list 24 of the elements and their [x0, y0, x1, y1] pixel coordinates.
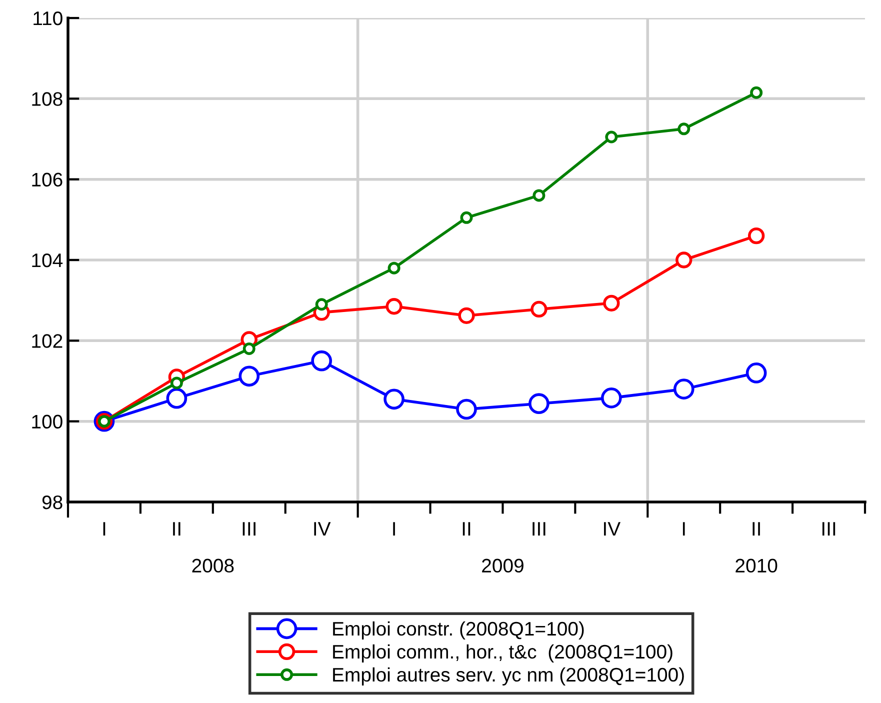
y-tick-label: 108 — [32, 92, 62, 106]
text: 2010 — [736, 558, 778, 573]
x-tick-label: II — [462, 522, 470, 536]
x-tick-label: II — [752, 522, 760, 536]
y-tick-label: 106 — [32, 172, 62, 187]
y-tick-label: 100 — [32, 414, 62, 429]
y-tick-label: 104 — [32, 253, 63, 268]
x-tick-label: III — [822, 522, 836, 536]
x-tick-label: III — [532, 522, 546, 536]
y-tick-label: 110 — [34, 11, 62, 26]
y-tick-label: 98 — [42, 495, 62, 510]
legend-label: Emploi comm., hor., t&c (2008Q1=100) — [333, 644, 672, 663]
x-tick-label: I — [682, 522, 685, 536]
text: 2008 — [192, 558, 234, 573]
x-tick-label: I — [393, 522, 395, 536]
x-tick-label: I — [103, 522, 106, 536]
x-tick-label: IV — [604, 522, 621, 536]
x-tick-label: III — [242, 522, 256, 536]
legend-label: Emploi autres serv. yc nm (2008Q1=100) — [333, 667, 684, 686]
text: 2009 — [482, 558, 524, 573]
x-tick-label: II — [173, 522, 180, 536]
y-tick-label: 102 — [32, 334, 62, 348]
x-tick-label: IV — [314, 522, 331, 536]
legend-label: Emploi constr. (2008Q1=100) — [333, 621, 584, 640]
